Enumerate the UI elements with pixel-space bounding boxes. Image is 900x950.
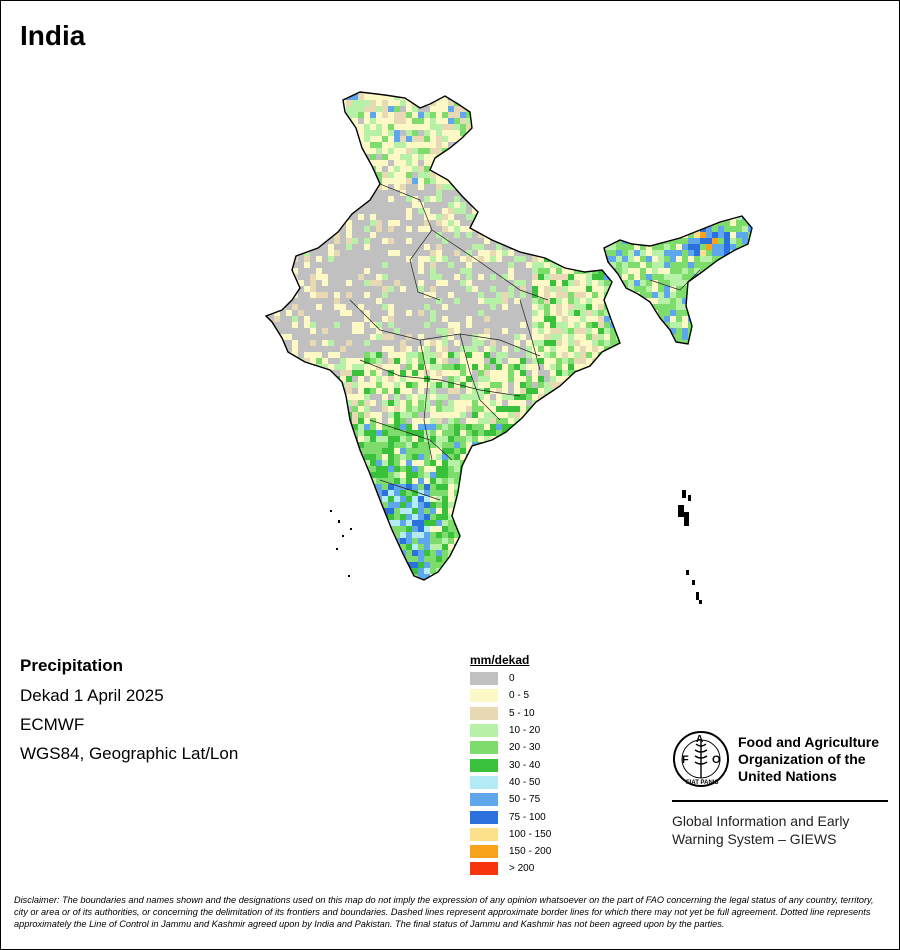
org-name-line-2: Organization of the [738,750,866,767]
legend-swatch [470,706,498,720]
legend-swatch [470,810,498,824]
legend-swatch [470,845,498,859]
legend-label: 75 - 100 [509,811,546,823]
state-boundaries [349,183,701,501]
legend: mm/dekad 0 0 - 5 5 - 10 10 - 20 20 - 30 30 - … [470,653,551,878]
legend-label: 50 - 75 [509,794,541,806]
legend-item: 100 - 150 [470,826,551,843]
org-name-line-3: United Nations [738,767,837,784]
legend-label: > 200 [509,863,535,875]
legend-swatch [470,827,498,841]
legend-label: 5 - 10 [509,707,535,719]
legend-item: 40 - 50 [470,774,551,791]
legend-item: 50 - 75 [470,791,551,808]
fao-logo-icon: F A O FIAT PANIS [673,731,729,787]
legend-swatch [470,775,498,789]
map-svg [265,91,753,604]
divider [672,800,888,802]
legend-swatch [470,758,498,772]
map-title: India [20,20,86,51]
legend-swatch [470,724,498,738]
legend-item: 0 - 5 [470,687,551,704]
legend-label: 0 - 5 [509,690,530,702]
legend-items: 0 0 - 5 5 - 10 10 - 20 20 - 30 30 - 40 40 - 50… [470,670,551,878]
map-info: Precipitation Dekad 1 April 2025 ECMWF W… [20,656,238,773]
period-label: Dekad 1 April 2025 [20,686,164,705]
system-name: Global Information and Early Warning Sys… [672,812,888,848]
fao-branding: F A O FIAT PANIS Food and Agriculture Or… [672,730,888,848]
legend-label: 150 - 200 [509,846,552,858]
legend-item: 75 - 100 [470,808,551,825]
precipitation-map [250,80,790,620]
legend-item: 5 - 10 [470,705,551,722]
legend-item: 10 - 20 [470,722,551,739]
legend-swatch [470,862,498,876]
legend-swatch [470,689,498,703]
legend-item: > 200 [470,860,551,877]
legend-item: 20 - 30 [470,739,551,756]
org-name-line-1: Food and Agriculture [738,733,880,750]
precipitation-raster [266,92,752,580]
legend-label: 40 - 50 [509,776,541,788]
disclaimer: Disclaimer: The boundaries and names sho… [14,895,874,929]
variable-label: Precipitation [20,656,123,675]
legend-label: 0 [509,673,515,685]
legend-swatch [470,672,498,686]
island-groups [330,490,702,604]
legend-swatch [470,741,498,755]
legend-label: 100 - 150 [509,828,552,840]
legend-item: 30 - 40 [470,756,551,773]
legend-label: 10 - 20 [509,725,541,737]
source-label: ECMWF [20,715,85,734]
legend-item: 0 [470,670,551,687]
organization-name: Food and Agriculture Organization of the… [738,734,879,785]
system-line-2: Warning System – GIEWS [672,831,837,847]
system-line-1: Global Information and Early [672,813,850,829]
legend-label: 20 - 30 [509,742,541,754]
legend-title: mm/dekad [470,653,530,667]
legend-swatch [470,793,498,807]
legend-label: 30 - 40 [509,759,541,771]
legend-item: 150 - 200 [470,843,551,860]
projection-label: WGS84, Geographic Lat/Lon [20,744,239,763]
